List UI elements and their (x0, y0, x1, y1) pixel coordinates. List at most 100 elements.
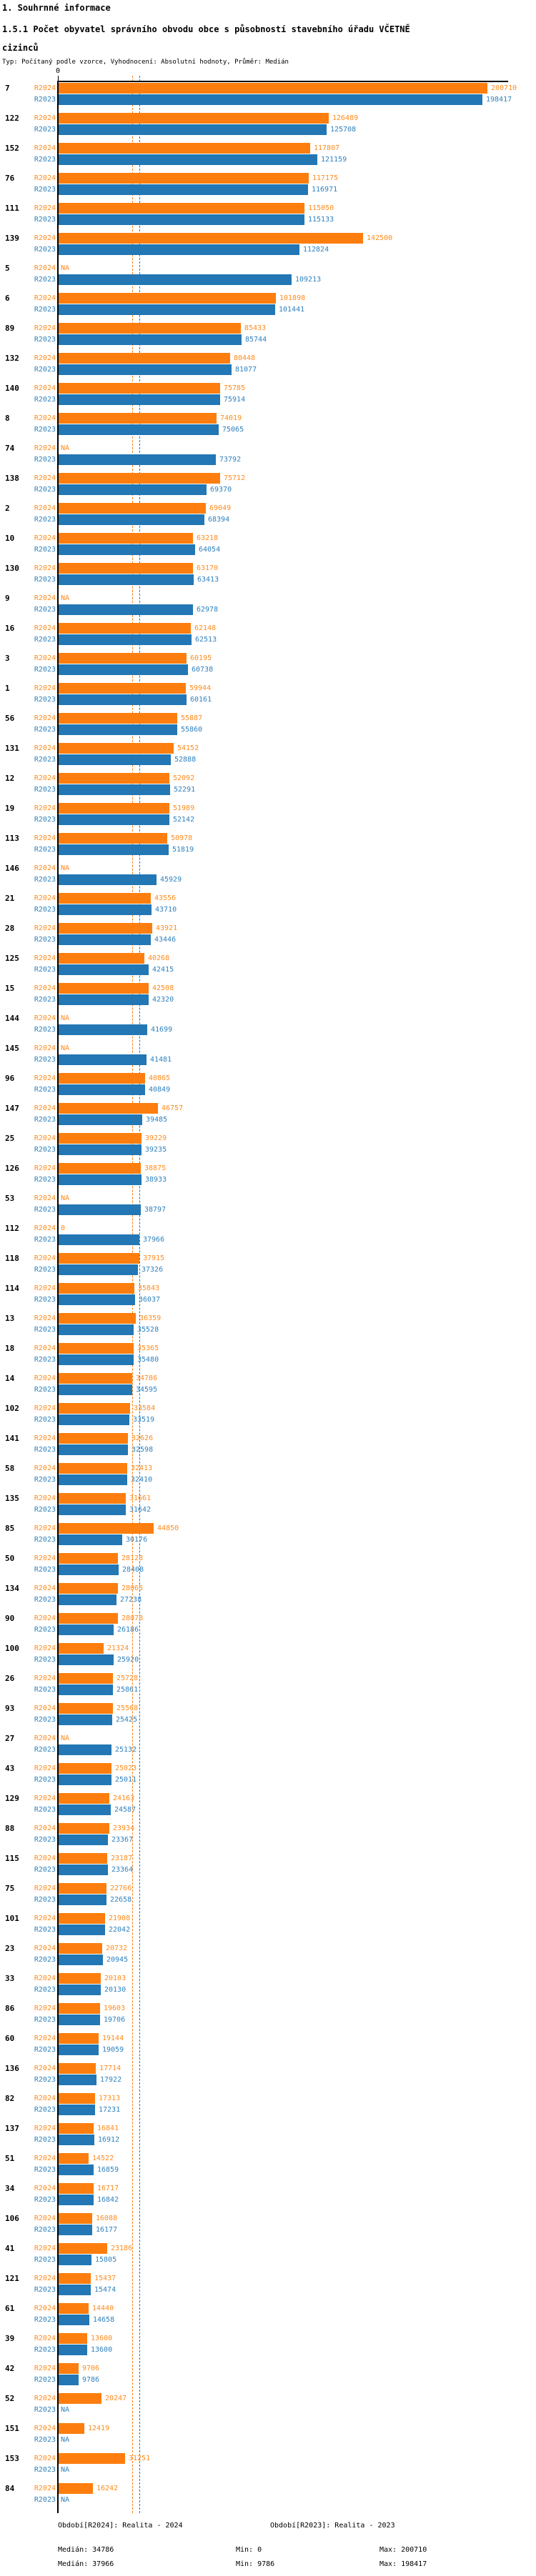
bar-r2024 (58, 983, 149, 994)
bar-r2024 (58, 563, 193, 574)
series-label: R2024 (34, 2335, 56, 2342)
value-label: 16859 (97, 2166, 119, 2174)
bar-group: 74 R2024 NA R2023 73792 (0, 443, 536, 465)
value-label: 60195 (190, 654, 212, 662)
series-row-r2023: R2023 125708 (0, 124, 536, 135)
bar-r2024 (58, 1703, 113, 1714)
value-label: 59944 (189, 684, 212, 692)
bar-r2023 (58, 574, 194, 585)
series-label: R2023 (34, 2496, 56, 2504)
bar-group: 102 R2024 33584 R2023 33519 (0, 1403, 536, 1425)
bar-r2023 (58, 214, 304, 225)
category-label: 15 (5, 984, 15, 993)
y-axis-line (57, 81, 59, 2513)
bar-r2023 (58, 1714, 112, 1725)
series-label: R2023 (34, 306, 56, 314)
bar-r2023 (58, 994, 149, 1005)
series-label: R2024 (34, 2485, 56, 2492)
series-label: R2023 (34, 1356, 56, 1364)
series-label: R2023 (34, 486, 56, 494)
value-label: 116971 (312, 186, 338, 194)
category-label: 122 (5, 114, 19, 123)
value-label: 21908 (109, 1914, 131, 1922)
value-label: 40268 (148, 954, 170, 962)
category-label: 138 (5, 474, 19, 483)
series-row-r2023: R2023 52888 (0, 754, 536, 765)
series-row-r2024: R2024 75712 (0, 473, 536, 484)
series-label: R2023 (34, 216, 56, 224)
bar-group: 125 R2024 40268 R2023 42415 (0, 953, 536, 975)
series-row-r2023: R2023 9786 (0, 2375, 536, 2385)
value-label: 19144 (102, 2035, 124, 2042)
series-label: R2023 (34, 1566, 56, 1574)
series-label: R2024 (34, 1854, 56, 1862)
series-label: R2024 (34, 744, 56, 752)
series-label: R2023 (34, 246, 56, 254)
bar-r2024 (58, 143, 310, 154)
stat-median-r2023: Medián: 37966 (58, 2560, 114, 2568)
bar-r2023 (58, 694, 187, 705)
stat-min-r2024: Min: 0 (236, 2546, 262, 2554)
bar-r2024 (58, 113, 329, 124)
series-label: R2023 (34, 726, 56, 734)
category-label: 153 (5, 2454, 19, 2463)
value-label: 198417 (486, 96, 512, 104)
bar-r2023 (58, 2225, 92, 2235)
series-label: R2024 (34, 354, 56, 362)
bar-r2024 (58, 383, 220, 394)
bar-r2023 (58, 1684, 113, 1695)
value-label: 126489 (332, 114, 359, 122)
category-label: 2 (5, 504, 10, 513)
series-label: R2024 (34, 2065, 56, 2072)
value-label: 39485 (146, 1116, 168, 1124)
series-label: R2024 (34, 1104, 56, 1112)
bar-r2023 (58, 1564, 119, 1575)
series-label: R2023 (34, 396, 56, 404)
category-label: 126 (5, 1164, 19, 1173)
series-label: R2024 (34, 834, 56, 842)
value-label: 25425 (116, 1716, 138, 1724)
series-label: R2023 (34, 1776, 56, 1784)
bar-r2024 (58, 1643, 104, 1654)
series-row-r2024: R2024 23187 (0, 1853, 536, 1864)
bar-group: 141 R2024 32626 R2023 32598 (0, 1433, 536, 1455)
value-label: 33519 (133, 1416, 155, 1424)
bar-r2024 (58, 2453, 125, 2464)
series-row-r2023: R2023 64054 (0, 544, 536, 555)
category-label: 89 (5, 324, 15, 333)
bar-group: 60 R2024 19144 R2023 19059 (0, 2033, 536, 2055)
bar-group: 146 R2024 NA R2023 45929 (0, 863, 536, 885)
series-label: R2024 (34, 114, 56, 122)
value-label: 23934 (113, 1824, 135, 1832)
value-label: 25011 (115, 1776, 137, 1784)
category-label: 137 (5, 2124, 19, 2133)
series-label: R2023 (34, 2376, 56, 2384)
series-label: R2023 (34, 1896, 56, 1904)
bar-r2024 (58, 653, 187, 664)
value-label: 19059 (102, 2046, 124, 2054)
category-label: 131 (5, 744, 19, 753)
value-label: 43921 (156, 924, 178, 932)
value-label: 85433 (244, 324, 267, 332)
category-label: 51 (5, 2154, 15, 2163)
series-row-r2023: R2023 75914 (0, 394, 536, 405)
bar-r2024 (58, 1763, 111, 1774)
series-label: R2023 (34, 1806, 56, 1814)
median-line-r2023 (139, 76, 140, 2513)
category-label: 76 (5, 174, 15, 183)
value-label: 25861 (116, 1686, 139, 1694)
value-label: NA (61, 264, 70, 272)
category-label: 139 (5, 234, 19, 243)
bar-r2024 (58, 203, 304, 214)
bar-r2024 (58, 1493, 126, 1504)
series-row-r2024: R2024 28128 (0, 1553, 536, 1564)
value-label: 28078 (121, 1614, 144, 1622)
category-label: 12 (5, 774, 15, 783)
bar-group: 23 R2024 20732 R2023 20945 (0, 1943, 536, 1965)
series-label: R2024 (34, 1434, 56, 1442)
value-label: 34595 (136, 1386, 158, 1394)
category-label: 21 (5, 894, 15, 903)
category-label: 23 (5, 1944, 15, 1953)
series-label: R2023 (34, 1446, 56, 1454)
